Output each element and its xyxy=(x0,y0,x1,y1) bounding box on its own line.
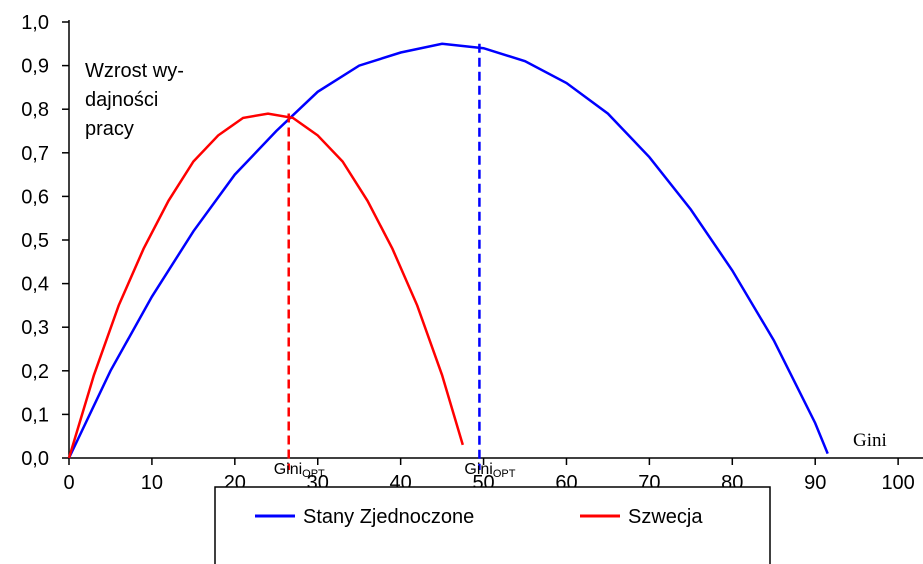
annotation: dajności xyxy=(85,89,158,111)
marker-label: GiniOPT xyxy=(464,461,515,480)
legend-label: Stany Zjednoczone xyxy=(303,506,474,528)
y-tick-label: 1,0 xyxy=(21,12,49,34)
y-tick-label: 0,1 xyxy=(21,404,49,426)
marker-label-sub: OPT xyxy=(302,468,325,480)
x-tick-label: 100 xyxy=(881,472,914,494)
y-tick-label: 0,8 xyxy=(21,99,49,121)
annotation: pracy xyxy=(85,118,134,140)
x-axis-label: Gini xyxy=(853,430,887,451)
series-line xyxy=(67,42,829,459)
y-tick-label: 0,2 xyxy=(21,361,49,383)
series-line xyxy=(67,112,464,459)
legend-label: Szwecja xyxy=(628,506,703,528)
marker-label-main: Gini xyxy=(274,461,302,478)
y-tick-label: 0,9 xyxy=(21,56,49,78)
y-tick-label: 0,3 xyxy=(21,317,49,339)
y-tick-label: 0,0 xyxy=(21,448,49,470)
y-tick-label: 0,5 xyxy=(21,230,49,252)
legend-box xyxy=(214,486,771,564)
annotation: Wzrost wy- xyxy=(85,60,184,82)
marker-label: GiniOPT xyxy=(274,461,325,480)
marker-label-sub: OPT xyxy=(493,468,516,480)
y-tick-label: 0,4 xyxy=(21,274,49,296)
y-tick-label: 0,6 xyxy=(21,186,49,208)
x-tick-label: 10 xyxy=(141,472,163,494)
x-tick-label: 90 xyxy=(804,472,826,494)
marker-label-main: Gini xyxy=(464,461,492,478)
x-tick-label: 0 xyxy=(63,472,74,494)
y-tick-label: 0,7 xyxy=(21,143,49,165)
